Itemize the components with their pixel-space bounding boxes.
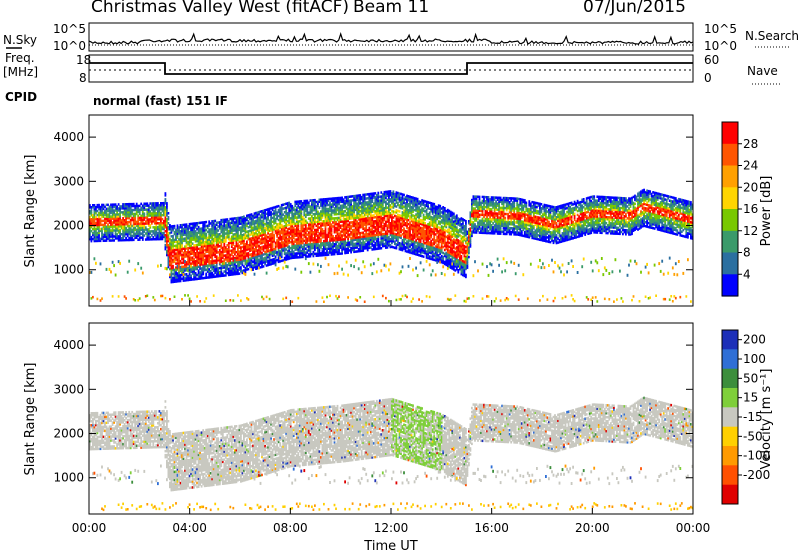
velocity-heatmap bbox=[89, 396, 693, 512]
colorbar-segment bbox=[722, 465, 738, 486]
colorbar-segment bbox=[722, 143, 738, 167]
colorbar-segment bbox=[722, 252, 738, 275]
nsky-tick-bottom: 10^0 bbox=[53, 39, 86, 53]
colorbar-tick: 16 bbox=[743, 202, 758, 216]
xtick-label: 04:00 bbox=[172, 521, 207, 535]
nsky-tick-top: 10^5 bbox=[53, 22, 86, 36]
colorbar-segment bbox=[722, 122, 738, 145]
colorbar-segment bbox=[722, 230, 738, 254]
colorbar-tick: -15 bbox=[743, 410, 763, 424]
nave-tick-top: 60 bbox=[704, 53, 719, 67]
velocity-ylabel: Slant Range [km] bbox=[23, 363, 38, 476]
ytick-label: 3000 bbox=[53, 382, 84, 396]
colorbar-segment bbox=[722, 349, 738, 370]
colorbar-tick: 4 bbox=[743, 267, 751, 281]
freq-label: Freq. bbox=[5, 51, 35, 65]
beam-label: Beam 11 bbox=[353, 0, 430, 17]
velocity-yticks: 1000 2000 3000 4000 bbox=[53, 338, 84, 485]
colorbar-tick: -200 bbox=[743, 468, 770, 482]
nsky-label: N.Sky bbox=[3, 33, 37, 47]
ytick-label: 4000 bbox=[53, 130, 84, 144]
xtick-label: 00:00 bbox=[676, 521, 711, 535]
colorbar-segment bbox=[722, 407, 738, 428]
nsky-panel-frame bbox=[88, 22, 694, 52]
colorbar-segment bbox=[722, 446, 738, 466]
ytick-label: 2000 bbox=[53, 219, 84, 233]
colorbar-tick: 8 bbox=[743, 246, 751, 260]
ytick-label: 4000 bbox=[53, 338, 84, 352]
nsearch-tick-top: 10^5 bbox=[704, 22, 737, 36]
date-label: 07/Jun/2015 bbox=[583, 0, 686, 17]
nsky-trace bbox=[88, 32, 694, 45]
nave-tick-bottom: 0 bbox=[704, 71, 712, 85]
power-yticks: 1000 2000 3000 4000 bbox=[53, 130, 84, 277]
power-colorbar: 28 24 20 16 12 8 4 bbox=[721, 121, 758, 297]
colorbar-tick: 20 bbox=[743, 180, 758, 194]
freq-tick-top: 18 bbox=[76, 53, 91, 67]
cpid-text: normal (fast) 151 IF bbox=[93, 94, 228, 108]
xtick-label: 08:00 bbox=[273, 521, 308, 535]
x-ticks: 00:00 04:00 08:00 12:00 16:00 20:00 00:00 bbox=[72, 521, 711, 535]
colorbar-segment bbox=[722, 368, 738, 389]
axis-ticks bbox=[88, 136, 694, 514]
power-heatmap bbox=[89, 188, 693, 303]
xtick-label: 16:00 bbox=[474, 521, 509, 535]
ytick-label: 1000 bbox=[53, 263, 84, 277]
colorbar-segment bbox=[722, 388, 738, 408]
colorbar-tick: 50 bbox=[743, 371, 758, 385]
nsearch-tick-bottom: 10^0 bbox=[704, 39, 737, 53]
freq-panel-frame bbox=[88, 54, 694, 83]
velocity-colorbar: 200 100 50 15 -15 -50 -100 -200 bbox=[721, 329, 770, 505]
colorbar-segment bbox=[722, 274, 738, 297]
xtick-label: 12:00 bbox=[374, 521, 409, 535]
nave-label: Nave bbox=[747, 64, 778, 78]
colorbar-segment bbox=[722, 165, 738, 188]
colorbar-segment bbox=[722, 187, 738, 210]
colorbar-tick: 28 bbox=[743, 137, 758, 151]
colorbar-segment bbox=[722, 426, 738, 447]
xtick-label: 20:00 bbox=[575, 521, 610, 535]
power-ylabel: Slant Range [km] bbox=[23, 155, 38, 268]
freq-tick-bottom: 8 bbox=[79, 71, 87, 85]
colorbar-tick: 24 bbox=[743, 159, 758, 173]
colorbar-tick: 12 bbox=[743, 224, 758, 238]
colorbar-tick: 15 bbox=[743, 391, 758, 405]
xtick-label: 00:00 bbox=[72, 521, 107, 535]
colorbar-tick: -100 bbox=[743, 449, 770, 463]
ytick-label: 2000 bbox=[53, 427, 84, 441]
ytick-label: 3000 bbox=[53, 174, 84, 188]
power-colorbar-label: Power [dB] bbox=[759, 176, 774, 247]
x-axis-label: Time UT bbox=[363, 539, 417, 554]
cpid-label: CPID bbox=[5, 90, 37, 104]
velocity-colorbar-label: Velocity [m s⁻¹] bbox=[759, 369, 774, 470]
colorbar-segment bbox=[722, 330, 738, 350]
colorbar-tick: 100 bbox=[743, 352, 766, 366]
ytick-label: 1000 bbox=[53, 471, 84, 485]
colorbar-segment bbox=[722, 209, 738, 232]
figure-title: Christmas Valley West (fitACF) bbox=[91, 0, 350, 17]
freq-unit: [MHz] bbox=[3, 65, 38, 79]
colorbar-tick: -50 bbox=[743, 429, 763, 443]
colorbar-tick: 200 bbox=[743, 333, 766, 347]
nsearch-label: N.Search bbox=[745, 29, 799, 43]
freq-trace bbox=[89, 62, 693, 75]
colorbar-segment bbox=[722, 484, 738, 505]
